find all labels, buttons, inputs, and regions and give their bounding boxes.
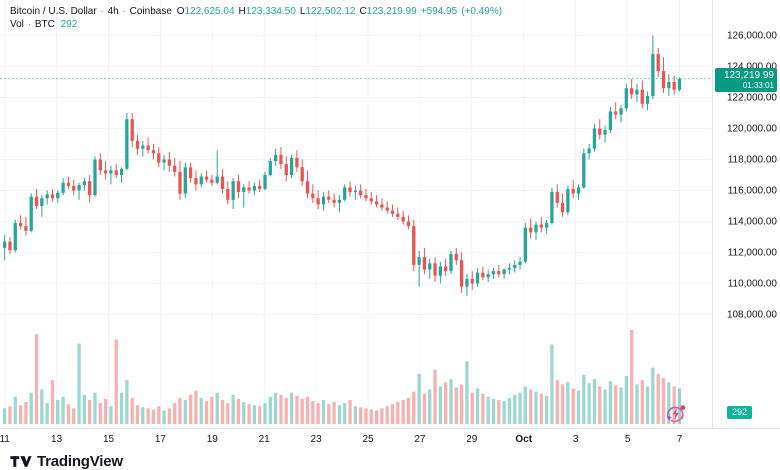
candlestick-series <box>3 35 682 424</box>
price-tick: 108,000.00 <box>726 309 777 320</box>
time-tick: 21 <box>258 434 270 445</box>
legend-high-value: 123,334.50 <box>245 6 296 17</box>
time-tick: 23 <box>310 434 322 445</box>
legend-symbol[interactable]: Bitcoin / U.S. Dollar <box>10 6 97 17</box>
legend-interval[interactable]: 4h <box>107 6 119 17</box>
price-tick: 110,000.00 <box>727 278 777 289</box>
current-price-badge[interactable]: 123,219.99 01:33:01 <box>715 67 777 92</box>
bar-countdown: 01:33:01 <box>742 80 774 90</box>
tradingview-watermark: TradingView <box>10 452 123 470</box>
legend-high-tag: H <box>238 6 246 17</box>
ai-assistant-button[interactable] <box>663 401 689 427</box>
chart-legend: Bitcoin / U.S. Dollar · 4h · Coinbase O1… <box>10 5 502 31</box>
time-axis[interactable]: 11 13 15 17 19 21 23 25 27 29 Oct 3 5 7 <box>0 428 780 450</box>
price-tick: 124,000.00 <box>726 61 777 72</box>
time-tick: 19 <box>206 434 218 445</box>
legend-change-percent: (+0.49%) <box>461 6 503 17</box>
price-tick: 118,000.00 <box>727 154 777 165</box>
tradingview-logo-icon <box>10 455 32 467</box>
time-tick: Oct <box>515 434 533 445</box>
current-price-line <box>0 78 712 80</box>
legend-change: +594.95 <box>420 6 458 17</box>
ai-sparkle-lightning-icon[interactable] <box>663 401 689 427</box>
time-tick: 27 <box>414 434 426 445</box>
legend-low-value: 122,502.12 <box>305 6 356 17</box>
current-price-value: 123,219.99 <box>723 69 774 81</box>
legend-symbol-row[interactable]: Bitcoin / U.S. Dollar · 4h · Coinbase O1… <box>10 5 502 18</box>
legend-separator-2: · <box>122 6 126 17</box>
legend-separator-3: · <box>27 19 32 30</box>
legend-separator-1: · <box>100 6 104 17</box>
time-tick: 17 <box>154 434 166 445</box>
legend-volume-row[interactable]: Vol · BTC 292 <box>10 18 502 31</box>
price-tick: 114,000.00 <box>727 216 777 227</box>
price-tick: 120,000.00 <box>726 123 777 134</box>
time-tick: 25 <box>362 434 374 445</box>
time-tick: 13 <box>51 434 63 445</box>
time-tick: 3 <box>572 434 579 445</box>
legend-low-tag: L <box>299 6 306 17</box>
tradingview-brand-text: TradingView <box>37 452 123 470</box>
legend-volume-value: 292 <box>60 19 78 30</box>
chart-plot-area[interactable] <box>0 0 712 428</box>
time-tick: 29 <box>466 434 478 445</box>
price-tick: 122,000.00 <box>726 92 777 103</box>
time-tick: 5 <box>624 434 631 445</box>
legend-close-tag: C <box>359 6 367 17</box>
time-tick: 7 <box>676 434 683 445</box>
legend-ohlc: O122,625.04 H123,334.50 L122,502.12 C123,21… <box>175 6 502 17</box>
legend-open-tag: O <box>176 6 185 17</box>
legend-volume-unit: BTC <box>34 19 55 30</box>
legend-open-value: 122,625.04 <box>184 6 235 17</box>
price-tick: 116,000.00 <box>727 185 777 196</box>
time-tick: 15 <box>102 434 115 445</box>
price-tick: 112,000.00 <box>727 247 777 258</box>
volume-scale-badge[interactable]: 292 <box>727 406 753 419</box>
legend-close-value: 123,219.99 <box>366 6 417 17</box>
time-tick: 11 <box>0 434 10 445</box>
legend-exchange[interactable]: Coinbase <box>129 6 172 17</box>
price-axis[interactable]: 108,000.00 110,000.00 112,000.00 114,000.00… <box>712 0 780 428</box>
price-tick: 126,000.00 <box>726 30 777 41</box>
legend-volume-label: Vol <box>10 19 24 30</box>
